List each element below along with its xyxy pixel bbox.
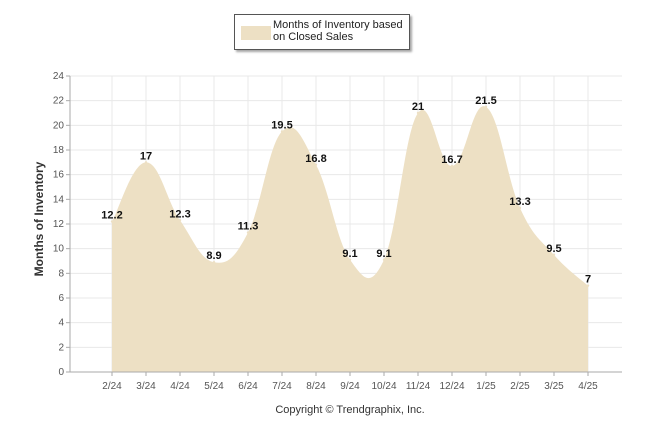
y-tick-label: 8 [58, 268, 64, 279]
x-tick-label: 10/24 [371, 381, 396, 392]
legend: Months of Inventory based on Closed Sale… [234, 14, 410, 50]
x-tick-label: 12/24 [439, 381, 464, 392]
data-label: 9.5 [546, 243, 561, 255]
data-label: 21.5 [475, 95, 496, 107]
x-tick-label: 9/24 [340, 381, 360, 392]
x-tick-label: 11/24 [406, 381, 431, 392]
x-tick-label: 3/24 [136, 381, 156, 392]
data-label: 13.3 [509, 196, 530, 208]
series-area [112, 106, 588, 372]
y-tick-label: 22 [53, 96, 65, 107]
data-label: 12.2 [101, 210, 122, 222]
legend-label: Months of Inventory based on Closed Sale… [273, 19, 403, 43]
y-tick-label: 2 [58, 342, 64, 353]
copyright-text: Copyright © Trendgraphix, Inc. [275, 404, 424, 416]
y-axis-title: Months of Inventory [32, 161, 46, 276]
x-tick-label: 7/24 [272, 381, 292, 392]
data-label: 8.9 [206, 250, 221, 262]
data-label: 9.1 [342, 248, 357, 260]
x-tick-label: 2/24 [102, 381, 122, 392]
data-label: 9.1 [376, 248, 391, 260]
x-tick-label: 8/24 [306, 381, 326, 392]
data-point [212, 261, 216, 264]
data-label: 16.7 [441, 154, 462, 166]
data-point [178, 219, 182, 222]
data-labels: 12.2 17 12.3 8.9 11.3 19.5 16.8 9.1 9.1 21 16.7 21.… [101, 95, 591, 287]
y-tick-label: 0 [58, 367, 64, 378]
x-tick-label: 4/25 [578, 381, 598, 392]
x-tick-label: 5/24 [204, 381, 224, 392]
x-tick-label: 4/24 [170, 381, 190, 392]
x-tick-label: 6/24 [238, 381, 258, 392]
x-axis-ticks: 2/24 3/24 4/24 5/24 6/24 7/24 8/24 9/24 10/24 11/… [102, 372, 598, 392]
data-label: 11.3 [238, 221, 259, 233]
y-tick-label: 16 [53, 170, 65, 181]
data-label: 7 [585, 274, 591, 286]
x-tick-label: 1/25 [476, 381, 496, 392]
data-label: 17 [140, 150, 152, 162]
y-tick-label: 4 [58, 318, 64, 329]
data-point [280, 130, 284, 133]
data-label: 21 [412, 101, 424, 113]
data-point [382, 258, 386, 261]
data-point [348, 258, 352, 261]
data-point [518, 206, 522, 210]
data-point [552, 253, 556, 257]
data-point [416, 111, 420, 115]
y-tick-label: 10 [53, 244, 65, 255]
data-point [450, 164, 454, 168]
y-tick-label: 18 [53, 145, 65, 156]
legend-swatch [241, 26, 271, 40]
data-label: 12.3 [169, 208, 190, 220]
data-label: 16.8 [305, 153, 326, 165]
x-tick-label: 2/25 [510, 381, 530, 392]
data-point [314, 163, 318, 166]
x-tick-label: 3/25 [544, 381, 564, 392]
data-point [246, 231, 250, 234]
y-tick-label: 6 [58, 293, 64, 304]
data-point [144, 161, 148, 164]
y-tick-label: 12 [53, 219, 65, 230]
data-point [110, 220, 114, 223]
y-tick-label: 14 [53, 194, 65, 205]
data-label: 19.5 [271, 120, 292, 132]
y-tick-label: 24 [53, 71, 65, 82]
data-point [484, 105, 488, 109]
data-point [586, 284, 590, 287]
y-tick-label: 20 [53, 120, 65, 131]
